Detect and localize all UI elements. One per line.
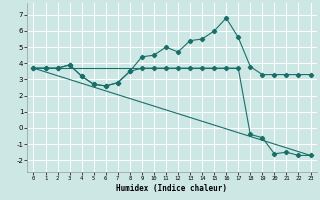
X-axis label: Humidex (Indice chaleur): Humidex (Indice chaleur): [116, 184, 228, 193]
